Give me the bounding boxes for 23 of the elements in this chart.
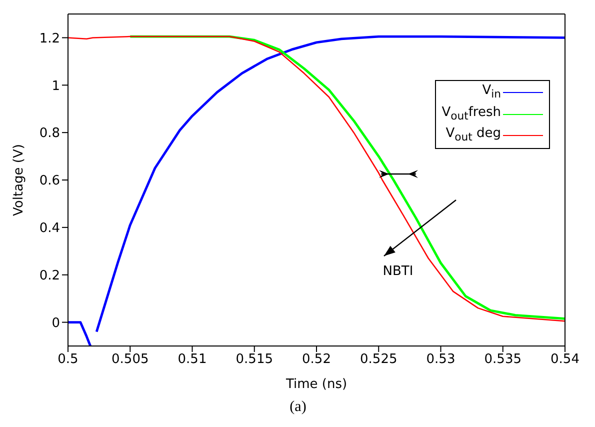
- x-tick-label: 0.5: [58, 352, 78, 368]
- y-tick-label: 0: [52, 316, 60, 331]
- y-tick-label: 1: [52, 78, 60, 94]
- y-tick-label: 1.2: [39, 31, 60, 46]
- x-tick-label: 0.54: [550, 352, 580, 368]
- y-axis-title: Voltage (V): [12, 144, 27, 216]
- legend-label: V$_{in}$: [482, 82, 501, 103]
- y-tick-label: 0.4: [39, 221, 60, 236]
- y-tick-label: 0.2: [39, 268, 60, 284]
- legend-label: V$_{out}$ deg: [446, 125, 501, 146]
- x-tick-label: 0.53: [426, 352, 456, 368]
- y-tick-label: 0.6: [39, 174, 60, 189]
- x-axis-title: Time (ns): [284, 377, 348, 392]
- text: (a): [288, 399, 308, 416]
- x-tick-label: 0.51: [178, 352, 207, 368]
- y-tick-label: 0.8: [39, 126, 60, 142]
- x-tick-label: 0.525: [360, 352, 398, 368]
- x-tick-label: 0.515: [236, 352, 273, 368]
- x-tick-label: 0.52: [302, 352, 331, 368]
- x-tick-label: 0.535: [484, 352, 522, 368]
- annotation: NBTI: [382, 264, 414, 279]
- legend-label: V$_{out}$fresh: [442, 104, 501, 124]
- x-tick-label: 0.505: [112, 352, 149, 368]
